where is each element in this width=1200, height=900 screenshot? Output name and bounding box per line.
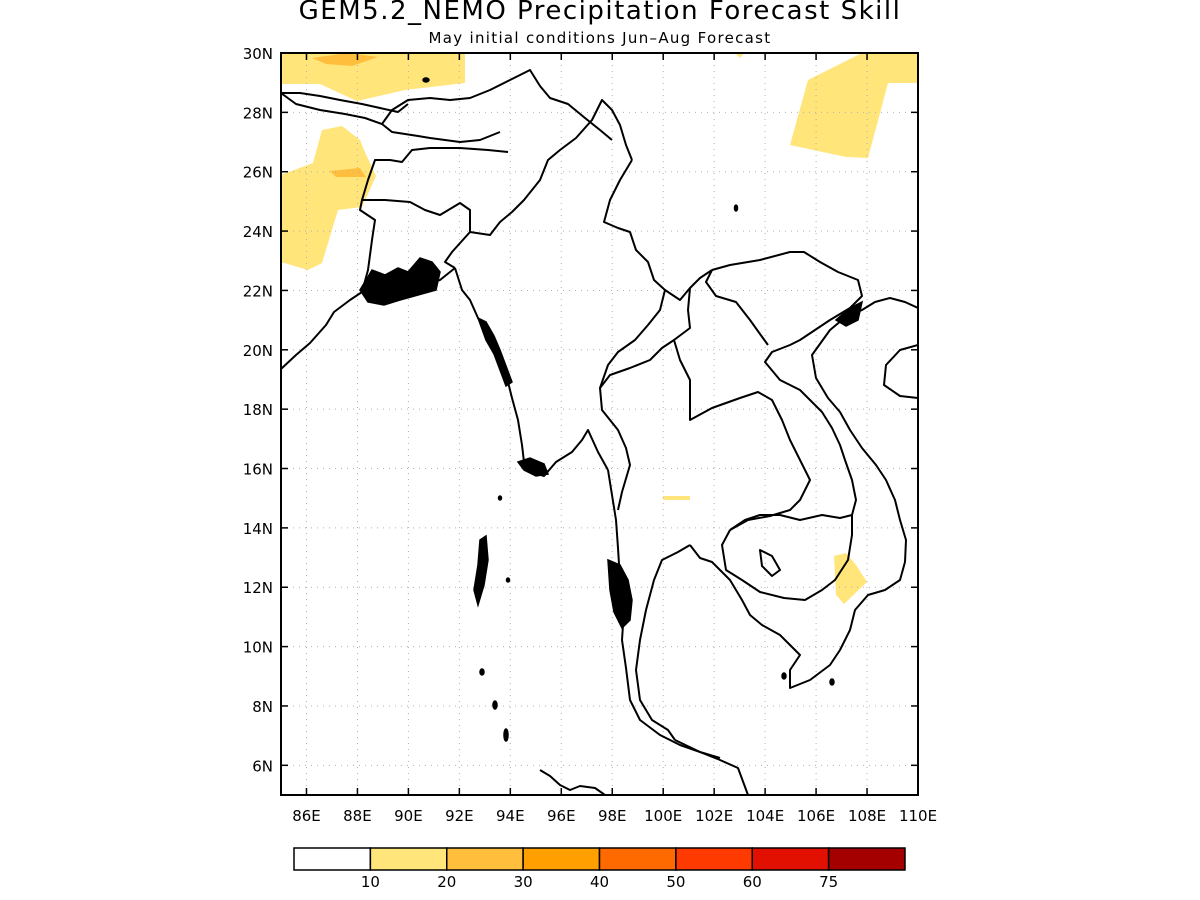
coastlines-and-borders	[281, 69, 918, 795]
border-thailand-malaysia	[674, 739, 721, 759]
axis-ticks	[281, 52, 919, 795]
lat-tick-label: 20N	[243, 342, 273, 360]
border-india-myanmar	[469, 99, 633, 236]
lon-tick-label: 108E	[848, 807, 886, 825]
colorbar-swatch	[598, 847, 677, 871]
skill-region-thailand-spot	[663, 496, 690, 500]
lat-tick-label: 14N	[243, 520, 273, 538]
colorbar-label: 30	[514, 873, 533, 891]
colorbar-label: 10	[361, 873, 380, 891]
coast-sri-detail	[539, 769, 606, 795]
skill-region-top-edge	[735, 53, 744, 58]
border-laos-vietnam	[711, 251, 863, 516]
island-small-2	[505, 577, 511, 583]
border-nepal-china	[281, 92, 409, 113]
colorbar-swatch	[446, 847, 524, 871]
island-nicobar-2	[492, 700, 498, 710]
lat-tick-label: 18N	[243, 401, 273, 419]
border-china-laos	[705, 269, 769, 346]
lat-tick-label: 28N	[243, 104, 273, 122]
skill-region-bangladesh-west	[281, 126, 376, 270]
lat-tick-label: 30N	[243, 45, 273, 63]
coastline-hainan	[883, 344, 918, 399]
colorbar-swatch	[293, 847, 372, 871]
colorbar-swatch	[751, 847, 830, 871]
graticule	[281, 53, 918, 795]
lon-tick-label: 96E	[547, 807, 576, 825]
lon-tick-label: 100E	[644, 807, 682, 825]
lat-tick-label: 10N	[243, 639, 273, 657]
lat-tick-label: 26N	[243, 164, 273, 182]
border-cambodia	[721, 514, 853, 601]
colorbar-label: 50	[666, 873, 685, 891]
border-bangladesh-india	[359, 199, 471, 293]
lat-tick-label: 12N	[243, 579, 273, 597]
skill-region-north-border-core	[312, 53, 378, 66]
mergui-archipelago	[607, 558, 633, 630]
coastline-gulf-of-thailand	[635, 544, 691, 741]
lon-tick-label: 106E	[797, 807, 835, 825]
colorbar-swatch	[675, 847, 753, 871]
chart-subtitle: May initial conditions Jun–Aug Forecast	[428, 29, 772, 47]
border-laos-thailand	[673, 287, 811, 531]
island-small-4	[422, 77, 430, 83]
map-frame	[280, 52, 919, 796]
lon-tick-label: 102E	[695, 807, 733, 825]
lon-tick-label: 90E	[394, 807, 423, 825]
myanmar-coastal-islands	[476, 316, 513, 388]
colorbar-label: 40	[590, 873, 609, 891]
colorbar-swatch	[827, 847, 906, 871]
longitude-labels: 86E 88E 90E 92E 94E 96E 98E 100E 102E 104E 106E 108…	[292, 807, 937, 825]
lat-tick-label: 8N	[252, 698, 273, 716]
coastline-thailand-cambodia	[689, 544, 906, 689]
border-myanmar-china	[603, 159, 713, 301]
skill-region-northeast	[790, 53, 918, 158]
colorbar-label: 75	[819, 873, 838, 891]
skill-shading	[281, 53, 918, 604]
border-bangladesh-north	[361, 147, 509, 201]
island-small-5	[829, 678, 835, 686]
lon-tick-label: 98E	[598, 807, 627, 825]
lon-tick-label: 86E	[292, 807, 321, 825]
chart-title: GEM5.2_NEMO Precipitation Forecast Skill	[298, 0, 902, 26]
lat-tick-label: 24N	[243, 223, 273, 241]
border-thailand-laos-north	[599, 339, 675, 389]
coastline-myanmar-west	[454, 267, 609, 477]
colorbar-label: 20	[437, 873, 456, 891]
border-tibet	[381, 69, 613, 141]
coastline-andaman-east	[607, 469, 749, 795]
haiphong-coast	[834, 300, 864, 327]
colorbar-swatch	[522, 847, 601, 871]
colorbar-swatch	[369, 847, 448, 871]
skill-region-north-border	[281, 53, 465, 101]
border-nepal-bhutan	[281, 92, 501, 143]
skill-region-bangladesh-core	[330, 168, 366, 177]
island-small-3	[733, 204, 739, 212]
sundarbans-delta	[359, 257, 441, 306]
island-nicobar-3	[503, 728, 509, 742]
lat-tick-label: 16N	[243, 461, 273, 479]
island-small-1	[497, 495, 503, 501]
lon-tick-label: 104E	[746, 807, 784, 825]
lat-tick-label: 22N	[243, 282, 273, 300]
islands-and-deltas	[359, 77, 864, 742]
island-phu-quoc	[781, 672, 787, 680]
island-nicobar-1	[479, 668, 485, 676]
lon-tick-label: 92E	[445, 807, 474, 825]
lon-tick-label: 88E	[343, 807, 372, 825]
coastline-vietnam	[811, 297, 918, 563]
latitude-labels: 30N 28N 26N 24N 22N 20N 18N 16N 14N 12N 10N 8N 6N	[243, 45, 273, 775]
lon-tick-label: 110E	[899, 807, 937, 825]
tonle-sap-lake	[759, 549, 781, 577]
colorbar-label: 60	[743, 873, 762, 891]
lat-tick-label: 6N	[252, 757, 273, 775]
andaman-islands	[473, 534, 489, 608]
lon-tick-label: 94E	[496, 807, 525, 825]
skill-region-vietnam-south	[834, 553, 867, 604]
colorbar: 10 20 30 40 50 60 75	[293, 847, 906, 891]
irrawaddy-delta	[516, 457, 550, 477]
